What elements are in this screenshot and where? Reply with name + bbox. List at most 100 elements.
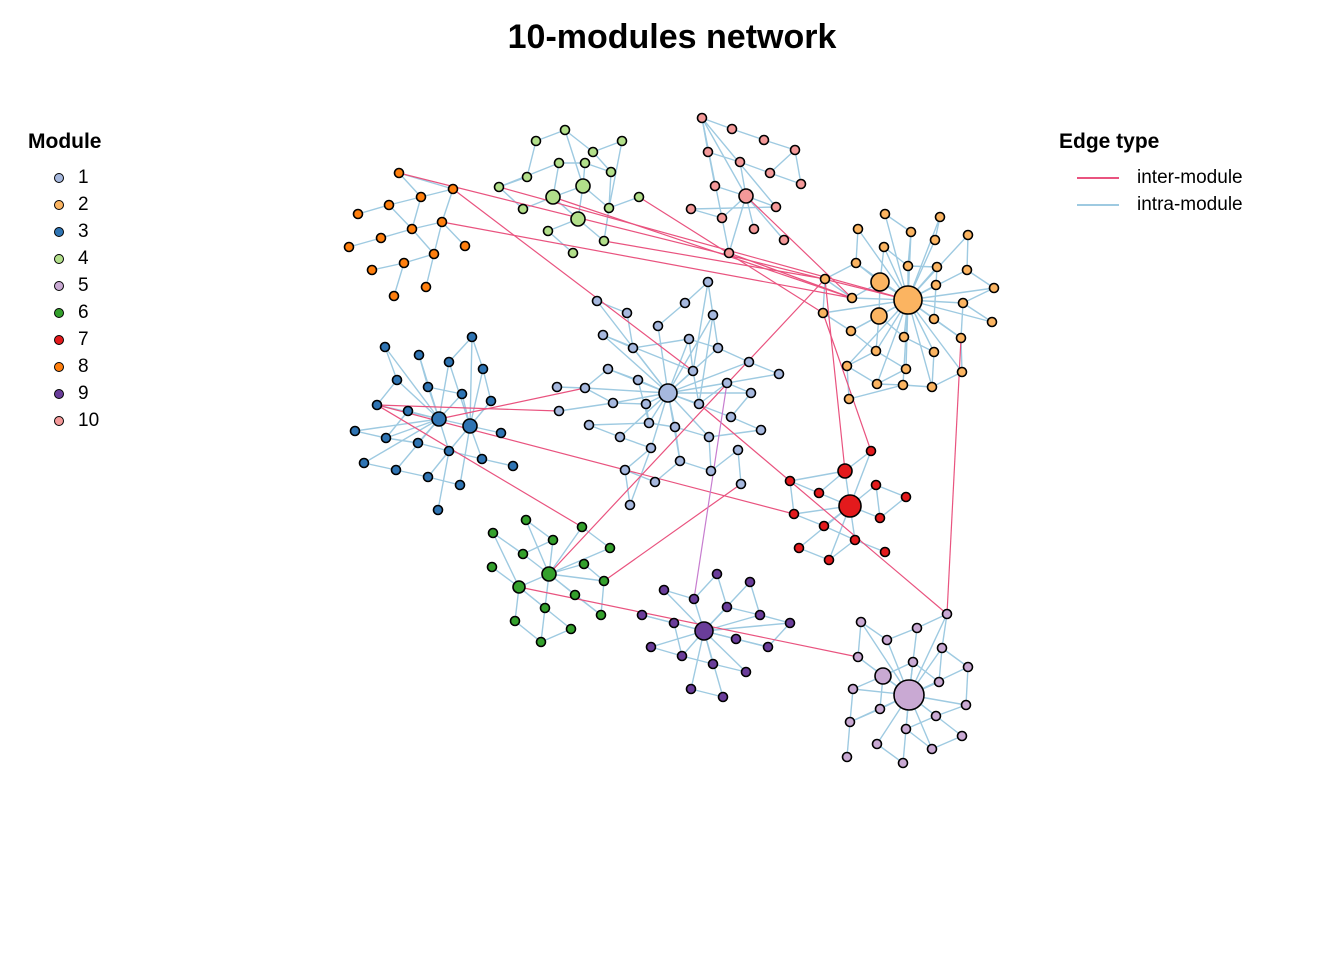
network-node-module-4	[559, 124, 571, 136]
network-node-module-2	[934, 211, 946, 223]
network-node-module-6	[547, 534, 559, 546]
module-legend-item: 10	[28, 407, 102, 434]
network-node-module-1	[640, 398, 652, 410]
intra-module-edge	[941, 613, 948, 649]
intra-module-edge	[703, 622, 791, 632]
inter-module-edge	[548, 278, 826, 575]
network-node-module-4	[579, 157, 591, 169]
network-node-module-5	[844, 716, 856, 728]
intra-module-edge	[824, 278, 853, 299]
network-node-module-4	[521, 171, 533, 183]
network-node-module-6	[520, 514, 532, 526]
network-node-module-2	[898, 331, 910, 343]
module-legend-item: 5	[28, 272, 102, 299]
intra-module-edge	[492, 532, 524, 555]
network-node-module-1	[669, 421, 681, 433]
edge-legend-title: Edge type	[1059, 130, 1160, 153]
network-node-module-9	[668, 617, 680, 629]
network-node-module-1	[597, 329, 609, 341]
intra-module-edge	[540, 628, 572, 643]
intra-module-edge	[712, 663, 747, 673]
network-node-module-5	[930, 710, 942, 722]
network-node-module-9	[730, 633, 742, 645]
intra-module-edge	[728, 195, 747, 254]
network-node-module-2	[928, 313, 940, 325]
intra-module-edge	[612, 402, 647, 405]
network-node-module-3	[413, 349, 425, 361]
network-node-module-2	[870, 272, 890, 292]
network-node-module-7	[823, 554, 835, 566]
network-node-module-4	[605, 166, 617, 178]
intra-module-edge	[690, 688, 724, 698]
intra-module-edge	[385, 410, 409, 439]
intra-module-edge	[876, 368, 907, 385]
network-node-module-10	[696, 112, 708, 124]
intra-module-edge	[716, 573, 728, 608]
network-node-module-1	[621, 307, 633, 319]
network-node-module-2	[893, 285, 923, 315]
network-node-module-5	[926, 743, 938, 755]
network-node-module-3	[431, 411, 447, 427]
network-node-module-4	[553, 157, 565, 169]
network-node-module-2	[819, 273, 831, 285]
network-node-module-2	[870, 307, 888, 325]
intra-module-edge	[965, 666, 969, 706]
intra-module-edge	[624, 469, 631, 506]
intra-module-edge	[933, 318, 962, 339]
module-color-dot	[54, 172, 64, 183]
intra-module-edge	[522, 539, 554, 555]
network-node-module-9	[676, 650, 688, 662]
network-node-module-3	[379, 341, 391, 353]
inter-module-edge	[946, 337, 962, 615]
intra-module-edge	[632, 338, 690, 349]
network-node-module-5	[881, 634, 893, 646]
network-node-module-2	[878, 241, 890, 253]
intra-module-edge	[876, 743, 904, 764]
network-node-module-1	[602, 363, 614, 375]
intra-module-edge	[907, 231, 912, 267]
network-node-module-1	[652, 320, 664, 332]
network-node-module-2	[930, 279, 942, 291]
intra-module-edge	[846, 721, 851, 758]
network-node-module-5	[855, 616, 867, 628]
intra-module-edge	[931, 735, 963, 750]
intra-module-edge	[619, 436, 652, 449]
intra-module-edge	[823, 525, 856, 541]
network-node-module-3	[466, 331, 478, 343]
module-legend-item: 2	[28, 191, 102, 218]
network-node-module-3	[432, 504, 444, 516]
network-node-module-7	[838, 494, 862, 518]
network-node-module-10	[770, 201, 782, 213]
network-node-module-2	[902, 260, 914, 272]
intra-module-edge	[602, 334, 669, 394]
network-node-module-1	[583, 419, 595, 431]
intra-module-edge	[731, 128, 765, 141]
intra-module-edge	[673, 622, 683, 657]
intra-module-edge	[388, 204, 413, 230]
network-node-module-4	[493, 181, 505, 193]
network-node-module-2	[986, 316, 998, 328]
intra-module-edge	[717, 347, 750, 363]
network-node-module-1	[649, 476, 661, 488]
intra-module-edge	[427, 450, 450, 478]
intra-module-edge	[769, 149, 796, 174]
intra-module-edge	[417, 442, 450, 452]
intra-module-edge	[482, 368, 492, 402]
network-node-module-6	[541, 566, 557, 582]
network-nodes	[343, 112, 1000, 769]
inter-module-edge	[452, 188, 694, 372]
intra-module-edge	[437, 450, 450, 511]
intra-module-edge	[931, 351, 935, 388]
network-node-module-1	[674, 455, 686, 467]
module-legend-label: 10	[78, 409, 100, 431]
network-node-module-6	[486, 561, 498, 573]
intra-module-edge	[941, 647, 969, 668]
network-node-module-2	[852, 223, 864, 235]
network-node-module-9	[740, 666, 752, 678]
network-node-module-4	[603, 202, 615, 214]
network-node-module-3	[371, 399, 383, 411]
intra-module-edge	[857, 621, 862, 658]
network-node-module-3	[443, 445, 455, 457]
intra-module-edge	[498, 186, 524, 210]
network-node-module-2	[817, 307, 829, 319]
